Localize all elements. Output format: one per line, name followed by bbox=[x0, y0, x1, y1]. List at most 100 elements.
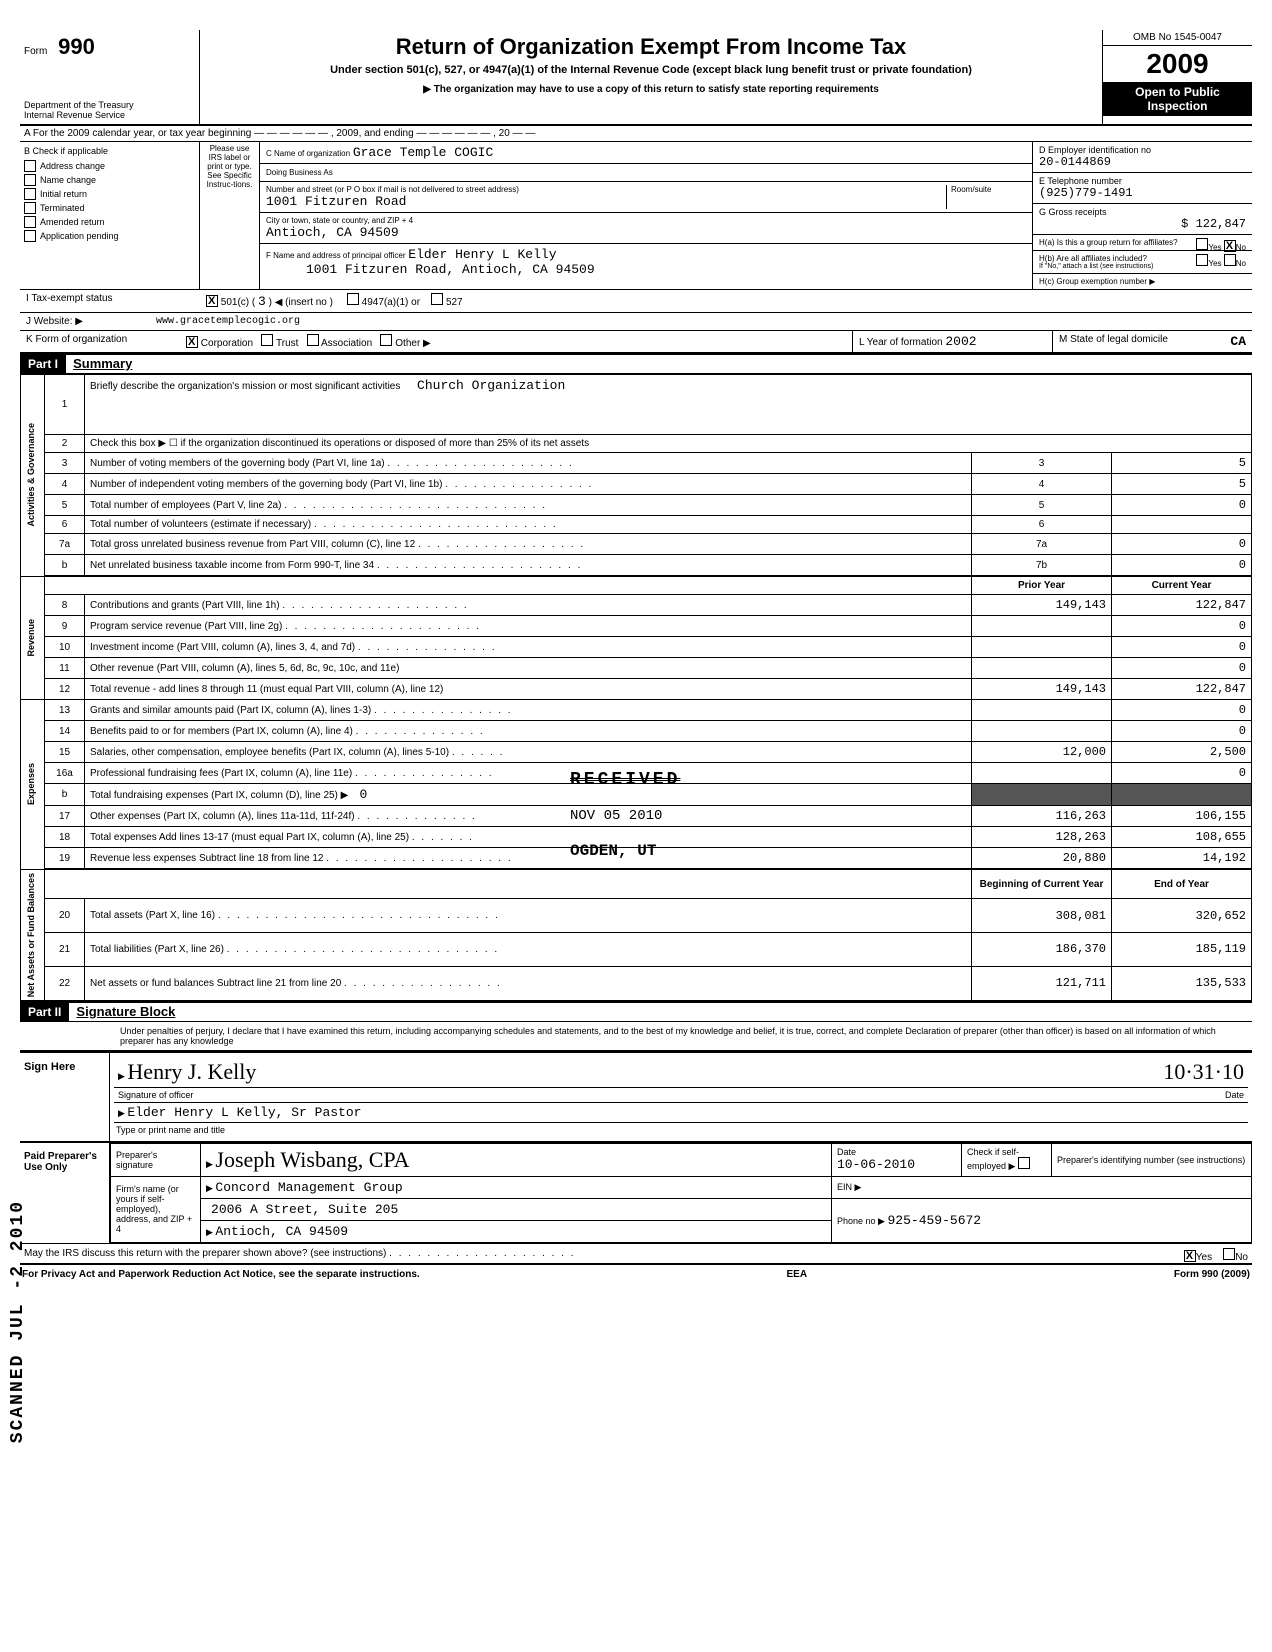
hb-yes-box[interactable] bbox=[1196, 254, 1208, 266]
sign-date: 10·31·10 bbox=[1163, 1059, 1244, 1085]
officer-name-typed: Elder Henry L Kelly, Sr Pastor bbox=[127, 1105, 361, 1120]
row-j: J Website: ▶ www.gracetemplecogic.org bbox=[20, 313, 1252, 331]
omb-box: OMB No 1545-0047 2009 Open to Public Ins… bbox=[1102, 30, 1252, 124]
line-6-num: 6 bbox=[45, 516, 85, 534]
chk-terminated[interactable]: Terminated bbox=[24, 202, 195, 214]
line-18-num: 18 bbox=[45, 827, 85, 848]
summary-table: Activities & Governance 1 Briefly descri… bbox=[20, 374, 1252, 1001]
line-16b-grey2 bbox=[1112, 784, 1252, 806]
street-label: Number and street (or P O box if mail is… bbox=[266, 185, 946, 194]
dba-label: Doing Business As bbox=[266, 168, 333, 177]
line-18-prior: 128,263 bbox=[972, 827, 1112, 848]
chk-501c[interactable] bbox=[206, 295, 218, 307]
line-16b-grey1 bbox=[972, 784, 1112, 806]
line-19-prior: 20,880 bbox=[972, 848, 1112, 870]
line-4-text: Number of independent voting members of … bbox=[85, 474, 972, 495]
line-15-cur: 2,500 bbox=[1112, 742, 1252, 763]
chk-other[interactable] bbox=[380, 334, 392, 346]
line-9-prior bbox=[972, 616, 1112, 637]
discuss-yes-box[interactable] bbox=[1184, 1250, 1196, 1262]
city-value: Antioch, CA 94509 bbox=[266, 225, 1026, 240]
prep-sig-label: Preparer's signature bbox=[111, 1143, 201, 1176]
website-value: www.gracetemplecogic.org bbox=[150, 313, 306, 330]
part2-header: Part II Signature Block bbox=[20, 1001, 1252, 1022]
stamp-date: NOV 05 2010 bbox=[570, 808, 680, 824]
chk-initial-return[interactable]: Initial return bbox=[24, 188, 195, 200]
firm-name: Concord Management Group bbox=[215, 1180, 402, 1195]
line-17-cur: 106,155 bbox=[1112, 806, 1252, 827]
line-11-cur: 0 bbox=[1112, 658, 1252, 679]
line-7a-box: 7a bbox=[972, 534, 1112, 555]
line-6-text: Total number of volunteers (estimate if … bbox=[85, 516, 972, 534]
line-7b-box: 7b bbox=[972, 555, 1112, 577]
preparer-table: Preparer's signature ▶ Joseph Wisbang, C… bbox=[110, 1143, 1252, 1243]
line-6-box: 6 bbox=[972, 516, 1112, 534]
chk-4947[interactable] bbox=[347, 293, 359, 305]
chk-amended-return[interactable]: Amended return bbox=[24, 216, 195, 228]
line-16b-num: b bbox=[45, 784, 85, 806]
line-15-num: 15 bbox=[45, 742, 85, 763]
line-21-prior: 186,370 bbox=[972, 933, 1112, 967]
ha-yes-box[interactable] bbox=[1196, 238, 1208, 250]
hb-no-box[interactable] bbox=[1224, 254, 1236, 266]
chk-corporation[interactable] bbox=[186, 336, 198, 348]
line-5-box: 5 bbox=[972, 495, 1112, 516]
form-org-label: K Form of organization bbox=[20, 331, 180, 352]
prep-date-value: 10-06-2010 bbox=[837, 1157, 956, 1172]
line-7a-val: 0 bbox=[1112, 534, 1252, 555]
col-prior-year: Prior Year bbox=[972, 576, 1112, 595]
firm-addr2: Antioch, CA 94509 bbox=[215, 1224, 348, 1239]
title-box: Return of Organization Exempt From Incom… bbox=[200, 30, 1102, 124]
line-8-cur: 122,847 bbox=[1112, 595, 1252, 616]
line-12-cur: 122,847 bbox=[1112, 679, 1252, 700]
line-10-text: Investment income (Part VIII, column (A)… bbox=[85, 637, 972, 658]
c-name-value: Grace Temple COGIC bbox=[353, 145, 493, 160]
line-9-cur: 0 bbox=[1112, 616, 1252, 637]
perjury-statement: Under penalties of perjury, I declare th… bbox=[20, 1022, 1252, 1051]
form-number: 990 bbox=[58, 34, 95, 60]
line-18-text: Total expenses Add lines 13-17 (must equ… bbox=[85, 827, 972, 848]
chk-name-change[interactable]: Name change bbox=[24, 174, 195, 186]
line-13-num: 13 bbox=[45, 700, 85, 721]
ha-no-box[interactable] bbox=[1224, 240, 1236, 252]
scanned-stamp: SCANNED JUL -2 2010 bbox=[8, 1200, 28, 1443]
chk-application-pending[interactable]: Application pending bbox=[24, 230, 195, 242]
discuss-no-box[interactable] bbox=[1223, 1248, 1235, 1260]
ha-label: H(a) Is this a group return for affiliat… bbox=[1039, 238, 1178, 247]
dept-treasury: Department of the Treasury bbox=[24, 100, 189, 110]
line-a-calendar: A For the 2009 calendar year, or tax yea… bbox=[20, 126, 1252, 142]
room-suite-label: Room/suite bbox=[946, 185, 1026, 209]
chk-self-employed[interactable] bbox=[1018, 1157, 1030, 1169]
line-22-text: Net assets or fund balances Subtract lin… bbox=[85, 966, 972, 1000]
chk-trust[interactable] bbox=[261, 334, 273, 346]
sig-officer-label: Signature of officer bbox=[118, 1090, 193, 1100]
state-domicile-value: CA bbox=[1230, 334, 1246, 349]
line-2-text: Check this box ▶ ☐ if the organization d… bbox=[85, 435, 1252, 453]
chk-association[interactable] bbox=[307, 334, 319, 346]
line-14-num: 14 bbox=[45, 721, 85, 742]
side-revenue: Revenue bbox=[26, 619, 36, 657]
tax-year: 2009 bbox=[1103, 46, 1252, 83]
firm-name-label: Firm's name (or yours if self-employed),… bbox=[111, 1176, 201, 1242]
line-7a-num: 7a bbox=[45, 534, 85, 555]
d-ein-value: 20-0144869 bbox=[1039, 155, 1246, 169]
f-officer-name: Elder Henry L Kelly bbox=[408, 247, 556, 262]
part2-tag: Part II bbox=[20, 1003, 69, 1021]
irs-label: Internal Revenue Service bbox=[24, 110, 189, 120]
line-17-text: Other expenses (Part IX, column (A), lin… bbox=[85, 806, 972, 827]
line-19-cur: 14,192 bbox=[1112, 848, 1252, 870]
chk-527[interactable] bbox=[431, 293, 443, 305]
line-11-text: Other revenue (Part VIII, column (A), li… bbox=[85, 658, 972, 679]
footer-row: For Privacy Act and Paperwork Reduction … bbox=[20, 1265, 1252, 1284]
line-4-val: 5 bbox=[1112, 474, 1252, 495]
received-stamp: RECEIVED bbox=[570, 770, 680, 790]
form-number-footer: Form 990 (2009) bbox=[1174, 1269, 1250, 1280]
preparer-section: Paid Preparer's Use Only Preparer's sign… bbox=[20, 1141, 1252, 1243]
chk-address-change[interactable]: Address change bbox=[24, 160, 195, 172]
line-15-prior: 12,000 bbox=[972, 742, 1112, 763]
line-7b-val: 0 bbox=[1112, 555, 1252, 577]
line-9-num: 9 bbox=[45, 616, 85, 637]
prep-id-label: Preparer's identifying number (see instr… bbox=[1052, 1143, 1252, 1176]
year-formation-value: 2002 bbox=[945, 334, 976, 349]
line-10-num: 10 bbox=[45, 637, 85, 658]
